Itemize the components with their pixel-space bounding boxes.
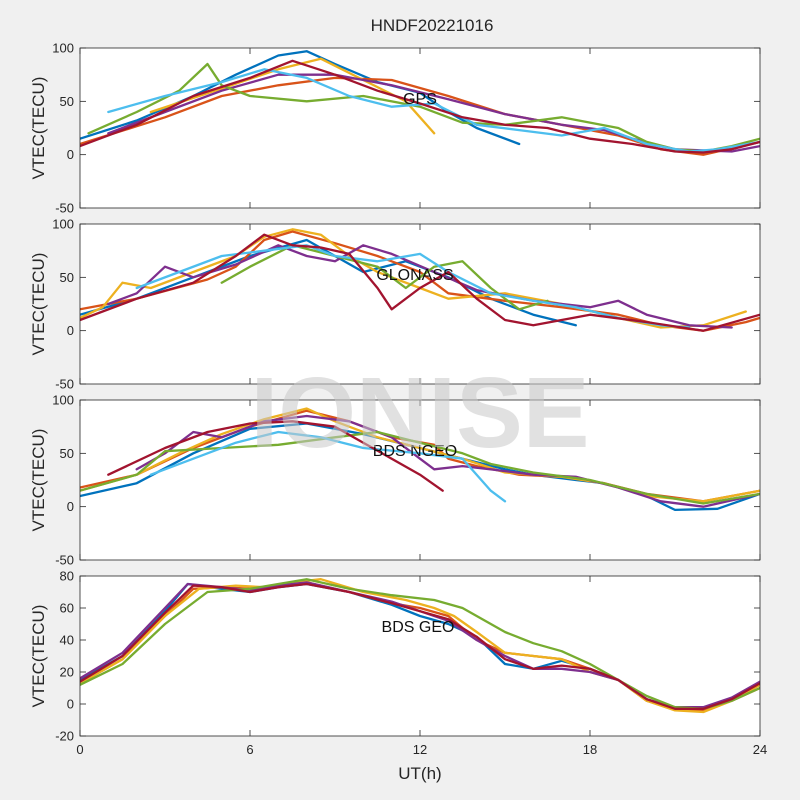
plot-area: [80, 400, 760, 560]
y-tick-label: 100: [52, 393, 74, 408]
y-tick-label: 0: [67, 697, 74, 712]
series-line-5: [80, 578, 760, 710]
x-tick-label: 0: [76, 742, 83, 757]
y-tick-label: 50: [60, 270, 74, 285]
y-tick-label: 0: [67, 499, 74, 514]
y-tick-label: -50: [55, 553, 74, 568]
subplot-bds-ngeo: -50 0 50 100 VTEC(TECU) BDS NGEO: [29, 393, 761, 568]
y-tick-label: 0: [67, 323, 74, 338]
y-tick-label: 60: [60, 601, 74, 616]
series-line-7: [80, 59, 760, 154]
series-line-6: [135, 244, 691, 329]
series-line-6: [149, 430, 507, 503]
panel-annotation: GPS: [403, 91, 437, 108]
series-line-3: [149, 57, 436, 135]
x-tick-label: 24: [753, 742, 767, 757]
watermark: IONISE: [251, 357, 590, 469]
y-tick-label: 100: [52, 41, 74, 56]
y-tick-label: 50: [60, 446, 74, 461]
subplot-glonass: -50 0 50 100 VTEC(TECU) GLONASS: [29, 217, 761, 392]
series-line-6: [80, 582, 760, 710]
series-line-7: [80, 233, 760, 332]
y-axis-label: VTEC(TECU): [29, 253, 48, 356]
x-tick-label: 12: [413, 742, 427, 757]
series-group: [80, 578, 760, 714]
panel-annotation: BDS NGEO: [373, 443, 457, 460]
y-tick-label: -50: [55, 201, 74, 216]
y-tick-label: 100: [52, 217, 74, 232]
y-axis-label: VTEC(TECU): [29, 605, 48, 708]
y-tick-label: 0: [67, 147, 74, 162]
subplot-gps: -50 0 50 100 VTEC(TECU) GPS: [29, 41, 761, 216]
plot-area: [80, 48, 760, 208]
panel-annotation: BDS GEO: [382, 619, 455, 636]
y-tick-label: 80: [60, 569, 74, 584]
series-group: [80, 407, 760, 512]
y-tick-label: 40: [60, 633, 74, 648]
x-axis-label: UT(h): [398, 764, 441, 783]
series-group: [80, 228, 760, 332]
y-axis-label: VTEC(TECU): [29, 429, 48, 532]
panel-annotation: GLONASS: [376, 267, 453, 284]
x-tick-label: 18: [583, 742, 597, 757]
y-axis-label: VTEC(TECU): [29, 77, 48, 180]
series-line-1: [80, 422, 760, 512]
y-tick-label: -50: [55, 377, 74, 392]
series-group: [80, 50, 760, 156]
subplot-panels: -50 0 50 100 VTEC(TECU) GPS -50 0 50 100 VTEC(TECU…: [29, 41, 767, 758]
series-line-1: [80, 238, 577, 327]
plot-area: [80, 224, 760, 384]
figure-title: HNDF20221016: [371, 16, 494, 35]
y-tick-label: -20: [55, 729, 74, 744]
y-tick-label: 20: [60, 665, 74, 680]
series-line-4: [107, 244, 733, 329]
x-tick-label: 6: [246, 742, 253, 757]
y-tick-label: 50: [60, 94, 74, 109]
series-line-7: [107, 420, 444, 492]
series-line-5: [80, 430, 760, 505]
